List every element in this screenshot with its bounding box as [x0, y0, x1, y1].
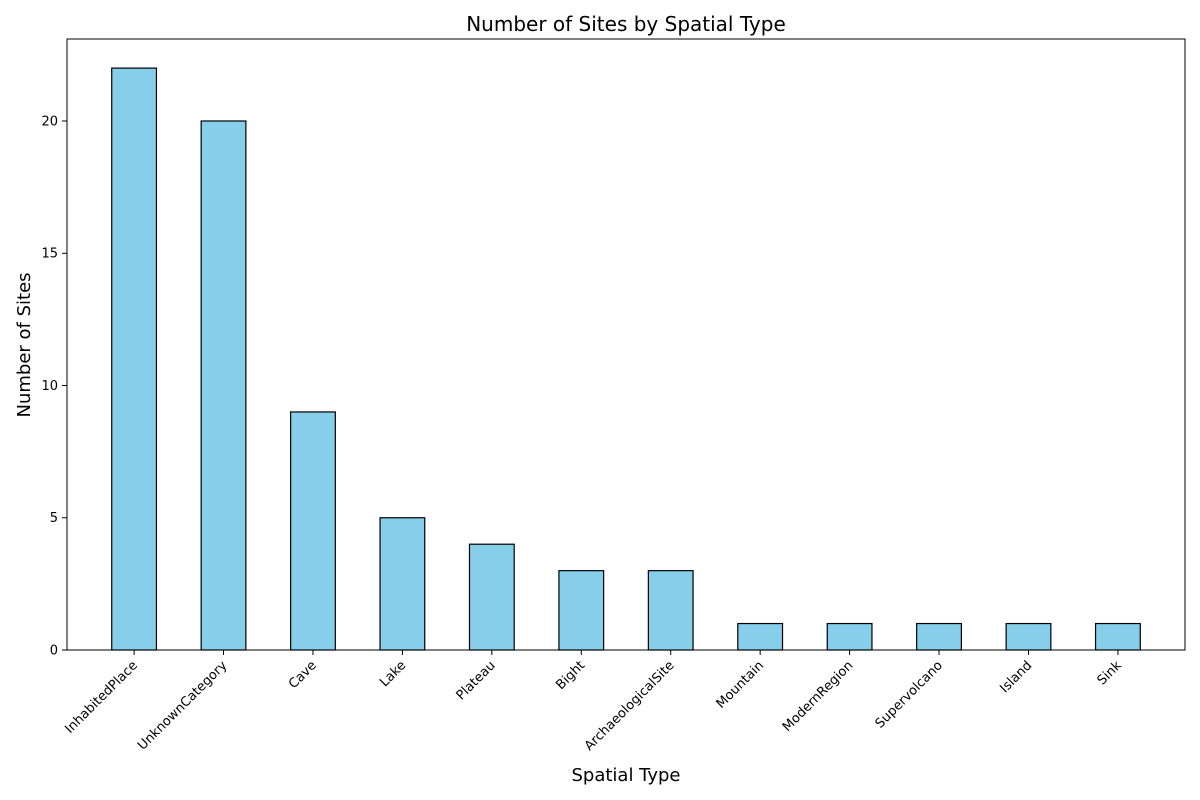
x-tick-label-supervolcano: Supervolcano [873, 658, 946, 731]
y-tick-label-10: 10 [41, 379, 58, 394]
x-tick-label-unknowncategory: UnknownCategory [135, 658, 230, 753]
y-tick-label-5: 5 [50, 511, 58, 526]
x-tick-label-sink: Sink [1095, 658, 1125, 688]
bar-sink [1094, 622, 1141, 651]
y-tick-label-0: 0 [50, 644, 58, 659]
bar-bight [558, 570, 605, 651]
y-axis-label: Number of Sites [14, 272, 35, 417]
bar-lake [379, 517, 426, 651]
bar-supervolcano [916, 622, 962, 651]
chart-title: Number of Sites by Spatial Type [466, 12, 786, 36]
x-tick-label-archaeologicalsite: ArchaeologicalSite [582, 658, 678, 754]
bar-island [1005, 622, 1052, 651]
bar-inhabitedplace [111, 67, 158, 651]
x-tick-label-cave: Cave [286, 658, 320, 692]
x-tick-label-plateau: Plateau [454, 658, 499, 703]
x-tick-label-mountain: Mountain [714, 658, 767, 711]
bar-plateau [468, 543, 515, 651]
bar-mountain [737, 622, 784, 651]
x-axis-label: Spatial Type [571, 765, 680, 786]
bar-modernregion [826, 622, 873, 651]
plot-frame [66, 38, 1186, 651]
bar-unknowncategory [200, 120, 247, 651]
bar-archaeologicalsite [647, 570, 694, 651]
y-axis: 0 5 10 15 20 [41, 114, 67, 659]
x-tick-label-bight: Bight [553, 658, 588, 693]
x-tick-label-inhabitedplace: InhabitedPlace [62, 658, 141, 737]
x-tick-label-lake: Lake [377, 658, 409, 690]
x-tick-label-modernregion: ModernRegion [780, 658, 857, 735]
y-tick-label-15: 15 [41, 247, 58, 262]
bar-cave [290, 411, 336, 651]
x-tick-label-island: Island [997, 658, 1035, 696]
y-tick-label-20: 20 [41, 114, 58, 129]
bars-group [111, 67, 1141, 651]
